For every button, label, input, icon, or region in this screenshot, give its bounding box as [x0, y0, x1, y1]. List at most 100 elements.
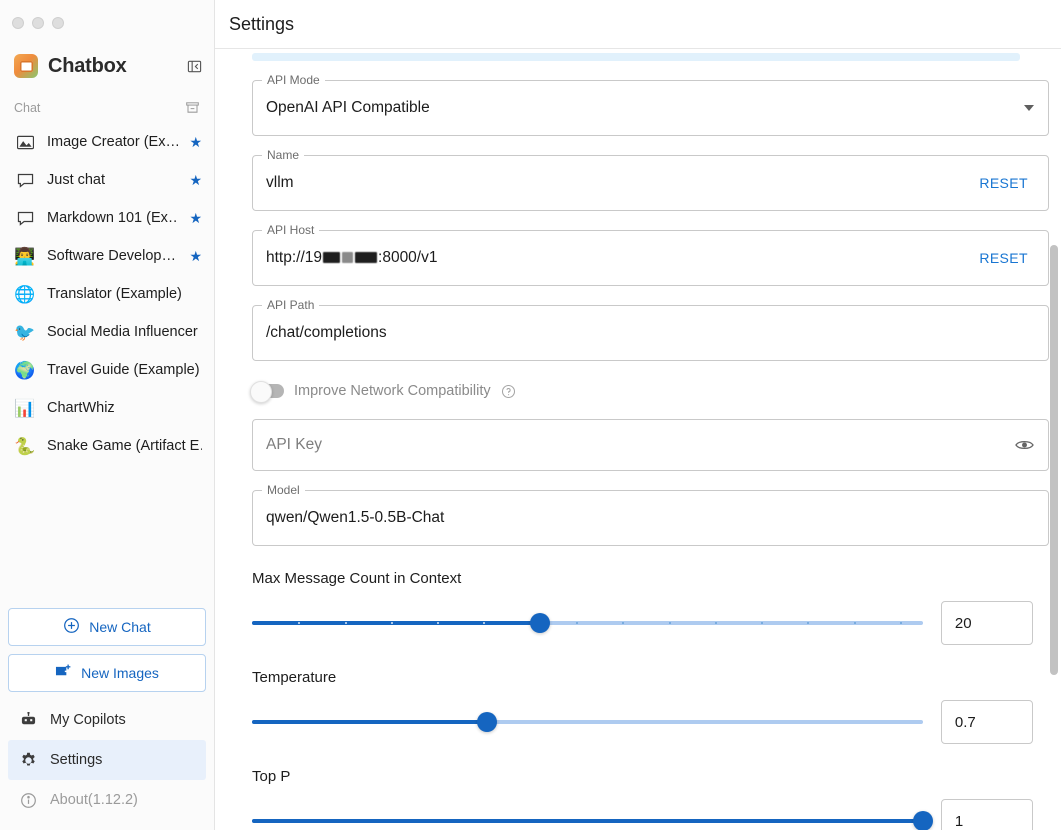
- vertical-scrollbar[interactable]: [1050, 245, 1058, 675]
- sidebar-item-settings[interactable]: Settings: [8, 740, 206, 780]
- slider-track-fill: [252, 720, 487, 724]
- max-message-count-label: Max Message Count in Context: [252, 570, 462, 587]
- list-item-label: Just chat: [47, 172, 106, 188]
- api-host-input[interactable]: http://19 :8000/v1: [266, 249, 973, 267]
- chat-section-header: Chat: [0, 86, 214, 121]
- slider-track: [252, 621, 923, 625]
- api-mode-select[interactable]: API Mode OpenAI API Compatible: [252, 73, 1049, 136]
- chat-bubble-icon: [14, 207, 36, 229]
- list-item-label: ChartWhiz: [47, 400, 115, 416]
- star-icon[interactable]: ★: [189, 171, 202, 188]
- settings-scroll-area: API Mode OpenAI API Compatible Name vllm…: [215, 49, 1061, 830]
- api-key-input[interactable]: API Key: [266, 436, 322, 453]
- top-p-block: Top P 1: [235, 768, 1033, 830]
- temperature-label: Temperature: [252, 669, 337, 686]
- info-icon: [18, 790, 38, 810]
- sidebar-item-label: Settings: [50, 752, 103, 768]
- list-item[interactable]: 📊 ChartWhiz: [0, 389, 214, 427]
- max-message-count-slider[interactable]: [252, 610, 923, 636]
- name-legend: Name: [262, 148, 305, 162]
- list-item[interactable]: 🌐 Translator (Example): [0, 275, 214, 313]
- improve-network-label: Improve Network Compatibility: [294, 383, 491, 399]
- chatbox-logo-icon: [14, 54, 38, 78]
- name-reset-button[interactable]: RESET: [979, 175, 1028, 191]
- top-p-input[interactable]: 1: [940, 799, 1033, 830]
- api-path-input[interactable]: /chat/completions: [266, 324, 387, 341]
- add-image-icon: [55, 664, 72, 683]
- minimize-dot[interactable]: [32, 17, 44, 29]
- close-dot[interactable]: [12, 17, 24, 29]
- api-host-reset-button[interactable]: RESET: [979, 250, 1028, 266]
- sidebar-item-my-copilots[interactable]: My Copilots: [8, 700, 206, 740]
- redaction-mark: [323, 252, 341, 264]
- api-host-suffix: :8000/v1: [378, 249, 438, 266]
- api-host-field[interactable]: API Host http://19:8000/v1 RESET: [252, 223, 1049, 286]
- list-item-label: Snake Game (Artifact E…: [47, 438, 202, 454]
- top-p-slider[interactable]: [252, 808, 933, 830]
- model-input[interactable]: qwen/Qwen1.5-0.5B-Chat: [266, 509, 445, 526]
- eye-icon[interactable]: [1015, 438, 1034, 452]
- list-item[interactable]: 🐦 Social Media Influencer …: [0, 313, 214, 351]
- collapse-panel-icon[interactable]: [184, 56, 204, 76]
- list-item[interactable]: 🌍 Travel Guide (Example): [0, 351, 214, 389]
- sidebar-bottom: New Chat New Images: [0, 608, 214, 830]
- slider-thumb[interactable]: [476, 712, 497, 732]
- slider-thumb[interactable]: [912, 811, 933, 830]
- snake-game-icon: 🐍: [14, 436, 36, 456]
- chevron-down-icon[interactable]: [1024, 105, 1034, 111]
- help-circle-icon[interactable]: [501, 384, 516, 399]
- sidebar-item-label: About(1.12.2): [50, 792, 138, 808]
- star-icon[interactable]: ★: [189, 209, 202, 226]
- scrolled-top-strip: [252, 53, 1020, 61]
- chart-icon: 📊: [14, 398, 36, 418]
- max-message-count-input[interactable]: 20: [940, 601, 1033, 645]
- api-path-field[interactable]: API Path /chat/completions: [252, 298, 1049, 361]
- list-item-label: Image Creator (Ex…: [47, 134, 179, 150]
- new-images-button[interactable]: New Images: [8, 654, 206, 692]
- list-item-label: Social Media Influencer …: [47, 324, 202, 340]
- slider-thumb[interactable]: [530, 613, 551, 633]
- slider-track-fill: [252, 621, 541, 625]
- list-item[interactable]: 👨‍💻 Software Develop… ★: [0, 237, 214, 275]
- name-field[interactable]: Name vllm RESET: [252, 148, 1049, 211]
- star-icon[interactable]: ★: [189, 133, 202, 150]
- model-field[interactable]: Model qwen/Qwen1.5-0.5B-Chat: [252, 483, 1049, 546]
- temperature-row: 0.7: [252, 700, 1033, 744]
- improve-network-row: Improve Network Compatibility: [250, 381, 1033, 403]
- list-item-label: Translator (Example): [47, 286, 182, 302]
- chat-section-label: Chat: [14, 100, 41, 115]
- maximize-dot[interactable]: [52, 17, 64, 29]
- top-p-row: 1: [252, 799, 1033, 830]
- list-item-label: Markdown 101 (Ex…: [47, 210, 179, 226]
- sidebar-item-about[interactable]: About(1.12.2): [8, 780, 206, 820]
- top-p-label: Top P: [252, 768, 291, 785]
- travel-globe-icon: 🌍: [14, 360, 36, 380]
- list-item[interactable]: Markdown 101 (Ex… ★: [0, 199, 214, 237]
- sidebar: Chatbox Chat: [0, 0, 215, 830]
- max-message-count-row: 20: [252, 601, 1033, 645]
- list-item[interactable]: Image Creator (Ex… ★: [0, 123, 214, 161]
- name-input[interactable]: vllm: [266, 174, 294, 191]
- api-mode-value: OpenAI API Compatible: [266, 99, 430, 116]
- chat-list: Image Creator (Ex… ★ Just chat ★: [0, 121, 214, 608]
- chat-bubble-icon: [14, 169, 36, 191]
- improve-network-toggle[interactable]: [250, 381, 284, 403]
- brand-row: Chatbox: [0, 46, 214, 86]
- temperature-slider[interactable]: [252, 709, 923, 735]
- sidebar-item-label: My Copilots: [50, 712, 126, 728]
- temperature-input[interactable]: 0.7: [940, 700, 1033, 744]
- api-key-field[interactable]: API Key: [252, 419, 1049, 471]
- slider-track: [252, 720, 923, 724]
- star-icon[interactable]: ★: [189, 247, 202, 264]
- new-chat-button[interactable]: New Chat: [8, 608, 206, 646]
- gear-icon: [18, 750, 38, 770]
- list-item[interactable]: 🐍 Snake Game (Artifact E…: [0, 427, 214, 465]
- temperature-block: Temperature 0.7: [235, 669, 1033, 744]
- translate-icon: 🌐: [14, 284, 36, 304]
- list-item[interactable]: Just chat ★: [0, 161, 214, 199]
- list-item-label: Travel Guide (Example): [47, 362, 200, 378]
- slider-ticks: [252, 621, 923, 625]
- trash-icon[interactable]: [185, 100, 200, 115]
- api-host-prefix: http://19: [266, 249, 323, 266]
